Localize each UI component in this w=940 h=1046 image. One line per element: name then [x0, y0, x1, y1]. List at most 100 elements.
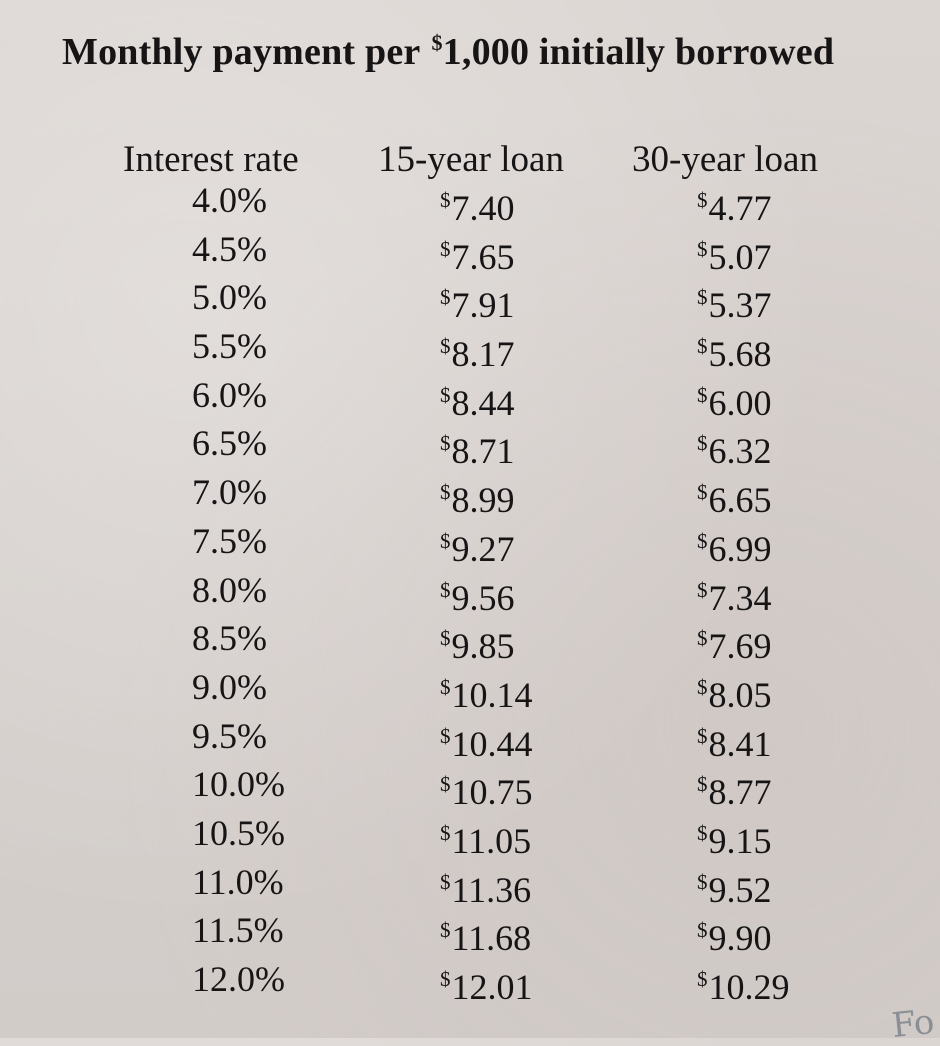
- payment-value: 7.69: [708, 626, 772, 667]
- currency-symbol: $: [697, 528, 708, 553]
- table-row: 4.5% $7.65 $5.07: [0, 227, 940, 279]
- currency-symbol: $: [440, 188, 451, 212]
- handwritten-corner-note: Fo: [889, 1001, 936, 1046]
- currency-symbol: $: [697, 674, 708, 699]
- currency-symbol: $: [697, 577, 708, 602]
- table-row: 11.0% $11.36 $9.52: [0, 860, 940, 912]
- column-header-30-year-loan: 30-year loan: [632, 139, 818, 180]
- payment-30-year-cell: $9.52: [697, 860, 772, 912]
- payment-value: 10.29: [708, 967, 790, 1007]
- interest-rate-cell: 6.5%: [192, 423, 267, 464]
- payment-15-year-cell: $11.68: [440, 908, 531, 960]
- column-header-15-year-loan: 15-year loan: [378, 139, 564, 180]
- interest-rate-cell: 4.5%: [192, 228, 267, 269]
- payment-value: 8.41: [708, 723, 772, 764]
- payment-15-year-cell: $8.44: [440, 373, 515, 425]
- payment-30-year-cell: $9.90: [697, 908, 772, 960]
- payment-15-year-cell: $10.14: [440, 665, 533, 717]
- table-row: 9.0% $10.14 $8.05: [0, 665, 940, 717]
- interest-rate-cell: 8.5%: [192, 618, 267, 659]
- currency-symbol: $: [440, 480, 451, 505]
- payment-15-year-cell: $7.40: [440, 178, 515, 230]
- currency-symbol: $: [697, 869, 708, 894]
- payment-30-year-cell: $7.69: [697, 616, 772, 668]
- payment-value: 7.34: [708, 577, 772, 618]
- interest-rate-cell: 5.5%: [192, 326, 267, 367]
- payment-value: 11.68: [451, 918, 532, 959]
- payment-30-year-cell: $6.65: [697, 470, 772, 522]
- currency-symbol: $: [440, 334, 451, 359]
- table-row: 10.0% $10.75 $8.77: [0, 762, 940, 814]
- payment-value: 9.52: [708, 869, 772, 910]
- table-row: 4.0% $7.40 $4.77: [0, 178, 940, 230]
- title-currency-symbol: $: [431, 30, 443, 55]
- payment-15-year-cell: $8.99: [440, 470, 515, 522]
- interest-rate-cell: 9.5%: [192, 715, 267, 756]
- payment-value: 10.75: [451, 772, 533, 813]
- payment-value: 8.99: [451, 480, 515, 521]
- table-row: 7.5% $9.27 $6.99: [0, 519, 940, 571]
- table-row: 7.0% $8.99 $6.65: [0, 470, 940, 522]
- payment-30-year-cell: $5.68: [697, 324, 772, 376]
- currency-symbol: $: [440, 382, 451, 407]
- currency-symbol: $: [697, 285, 708, 310]
- payment-30-year-cell: $5.07: [697, 227, 772, 279]
- payment-30-year-cell: $6.99: [697, 519, 772, 571]
- currency-symbol: $: [697, 334, 708, 359]
- table-row: 8.5% $9.85 $7.69: [0, 616, 940, 668]
- page-title: Monthly payment per $1,000 initially bor…: [62, 30, 834, 74]
- currency-symbol: $: [440, 723, 451, 748]
- interest-rate-cell: 10.5%: [192, 812, 285, 853]
- payment-value: 7.65: [451, 236, 515, 277]
- payment-value: 7.91: [451, 285, 515, 326]
- currency-symbol: $: [697, 188, 708, 212]
- payment-value: 5.37: [708, 285, 772, 326]
- payment-30-year-cell: $4.77: [697, 178, 772, 230]
- payment-15-year-cell: $8.71: [440, 421, 515, 473]
- interest-rate-cell: 10.0%: [192, 764, 285, 805]
- currency-symbol: $: [697, 431, 708, 456]
- table-row: 6.5% $8.71 $6.32: [0, 421, 940, 473]
- interest-rate-cell: 8.0%: [192, 569, 267, 610]
- currency-symbol: $: [440, 431, 451, 456]
- payment-value: 6.65: [708, 480, 772, 521]
- currency-symbol: $: [440, 918, 451, 943]
- interest-rate-cell: 6.0%: [192, 374, 267, 415]
- payment-value: 8.17: [451, 334, 515, 375]
- payment-15-year-cell: $10.44: [440, 714, 533, 766]
- currency-symbol: $: [697, 820, 708, 845]
- payment-15-year-cell: $8.17: [440, 324, 515, 376]
- interest-rate-cell: 7.0%: [192, 472, 267, 513]
- payment-value: 8.77: [708, 772, 772, 813]
- payment-30-year-cell: $10.29: [697, 957, 790, 1009]
- payment-30-year-cell: $8.77: [697, 762, 772, 814]
- table-row: 5.0% $7.91 $5.37: [0, 275, 940, 327]
- payment-value: 9.15: [708, 820, 772, 861]
- column-header-interest-rate: Interest rate: [123, 139, 299, 180]
- payment-15-year-cell: $9.56: [440, 568, 515, 620]
- payment-30-year-cell: $6.00: [697, 373, 772, 425]
- interest-rate-cell: 12.0%: [192, 959, 285, 999]
- payment-30-year-cell: $5.37: [697, 275, 772, 327]
- currency-symbol: $: [440, 626, 451, 651]
- currency-symbol: $: [697, 772, 708, 797]
- payment-value: 5.07: [708, 236, 772, 277]
- payment-15-year-cell: $9.27: [440, 519, 515, 571]
- table-row: 11.5% $11.68 $9.90: [0, 908, 940, 960]
- payment-value: 9.27: [451, 528, 515, 569]
- currency-symbol: $: [440, 772, 451, 797]
- payment-30-year-cell: $9.15: [697, 811, 772, 863]
- payment-value: 6.32: [708, 431, 772, 472]
- table-row: 6.0% $8.44 $6.00: [0, 373, 940, 425]
- payment-30-year-cell: $6.32: [697, 421, 772, 473]
- table-row: 8.0% $9.56 $7.34: [0, 568, 940, 620]
- payment-value: 8.71: [451, 431, 515, 472]
- payment-value: 10.44: [451, 723, 533, 764]
- payment-15-year-cell: $12.01: [440, 957, 533, 1009]
- payment-table: 4.0% $7.40 $4.77 4.5% $7.65 $5.07 5.0% $7.91 $5.…: [0, 178, 940, 1009]
- payment-15-year-cell: $11.36: [440, 860, 531, 912]
- payment-value: 7.40: [451, 188, 515, 228]
- payment-15-year-cell: $7.65: [440, 227, 515, 279]
- payment-value: 9.56: [451, 577, 515, 618]
